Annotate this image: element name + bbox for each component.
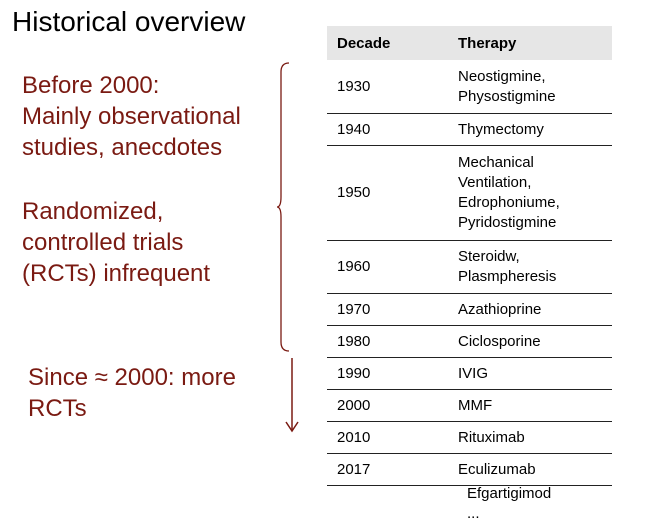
therapy-cell: MMF: [458, 396, 493, 414]
therapy-table: Decade Therapy 1930 Neostigmine, Physosti…: [327, 26, 612, 486]
therapy-cell: IVIG: [458, 364, 489, 382]
decade-cell: 2017: [337, 460, 371, 478]
decade-cell: 1960: [337, 258, 371, 275]
page-title: Historical overview: [12, 6, 246, 37]
table-row: 1960 Steroidw, Plasmpheresis: [327, 241, 612, 294]
therapy-cell: Ciclosporine: [458, 332, 541, 350]
table-row: 1940 Thymectomy: [327, 114, 612, 146]
rct-infrequent-note: Randomized, controlled trials (RCTs) inf…: [22, 198, 211, 287]
table-row: 2000 MMF: [327, 390, 612, 422]
table-row: 1990 IVIG: [327, 358, 612, 390]
decade-cell: 2010: [337, 428, 371, 446]
decade-cell: 1950: [337, 184, 371, 201]
therapy-cell: Azathioprine: [458, 300, 542, 318]
since-2000-note: Since ≈ 2000: more RCTs: [28, 364, 236, 422]
decade-cell: 1930: [337, 77, 371, 95]
therapy-cell: Rituximab: [458, 428, 525, 446]
table-header: Decade Therapy: [327, 26, 612, 60]
therapy-cell: Mechanical Ventilation, Edrophoniume, Py…: [458, 154, 560, 231]
therapy-cell: Steroidw, Plasmpheresis: [458, 248, 557, 285]
pre-2000-note: Before 2000: Mainly observational studie…: [22, 72, 241, 161]
trailing-therapy: Efgartigimod: [467, 485, 552, 502]
decade-cell: 1940: [337, 120, 371, 138]
table-row: 2017 Eculizumab: [327, 454, 612, 486]
table-row: 2010 Rituximab: [327, 422, 612, 454]
decade-cell: 1970: [337, 300, 371, 318]
table-row: 1970 Azathioprine: [327, 294, 612, 326]
header-decade: Decade: [337, 34, 391, 52]
table-row: 1980 Ciclosporine: [327, 326, 612, 358]
decade-cell: 1990: [337, 364, 371, 382]
bracket-icon: [276, 62, 290, 352]
table-row: 1950 Mechanical Ventilation, Edrophoniume…: [327, 146, 612, 241]
therapy-cell: Eculizumab: [458, 460, 536, 478]
decade-cell: 2000: [337, 396, 371, 414]
header-therapy: Therapy: [458, 34, 517, 52]
down-arrow-icon: [285, 358, 299, 433]
trailing-ellipsis: ...: [467, 505, 480, 522]
decade-cell: 1980: [337, 332, 371, 350]
table-row: 1930 Neostigmine, Physostigmine: [327, 60, 612, 114]
therapy-cell: Thymectomy: [458, 120, 544, 138]
therapy-cell: Neostigmine, Physostigmine: [458, 67, 556, 105]
